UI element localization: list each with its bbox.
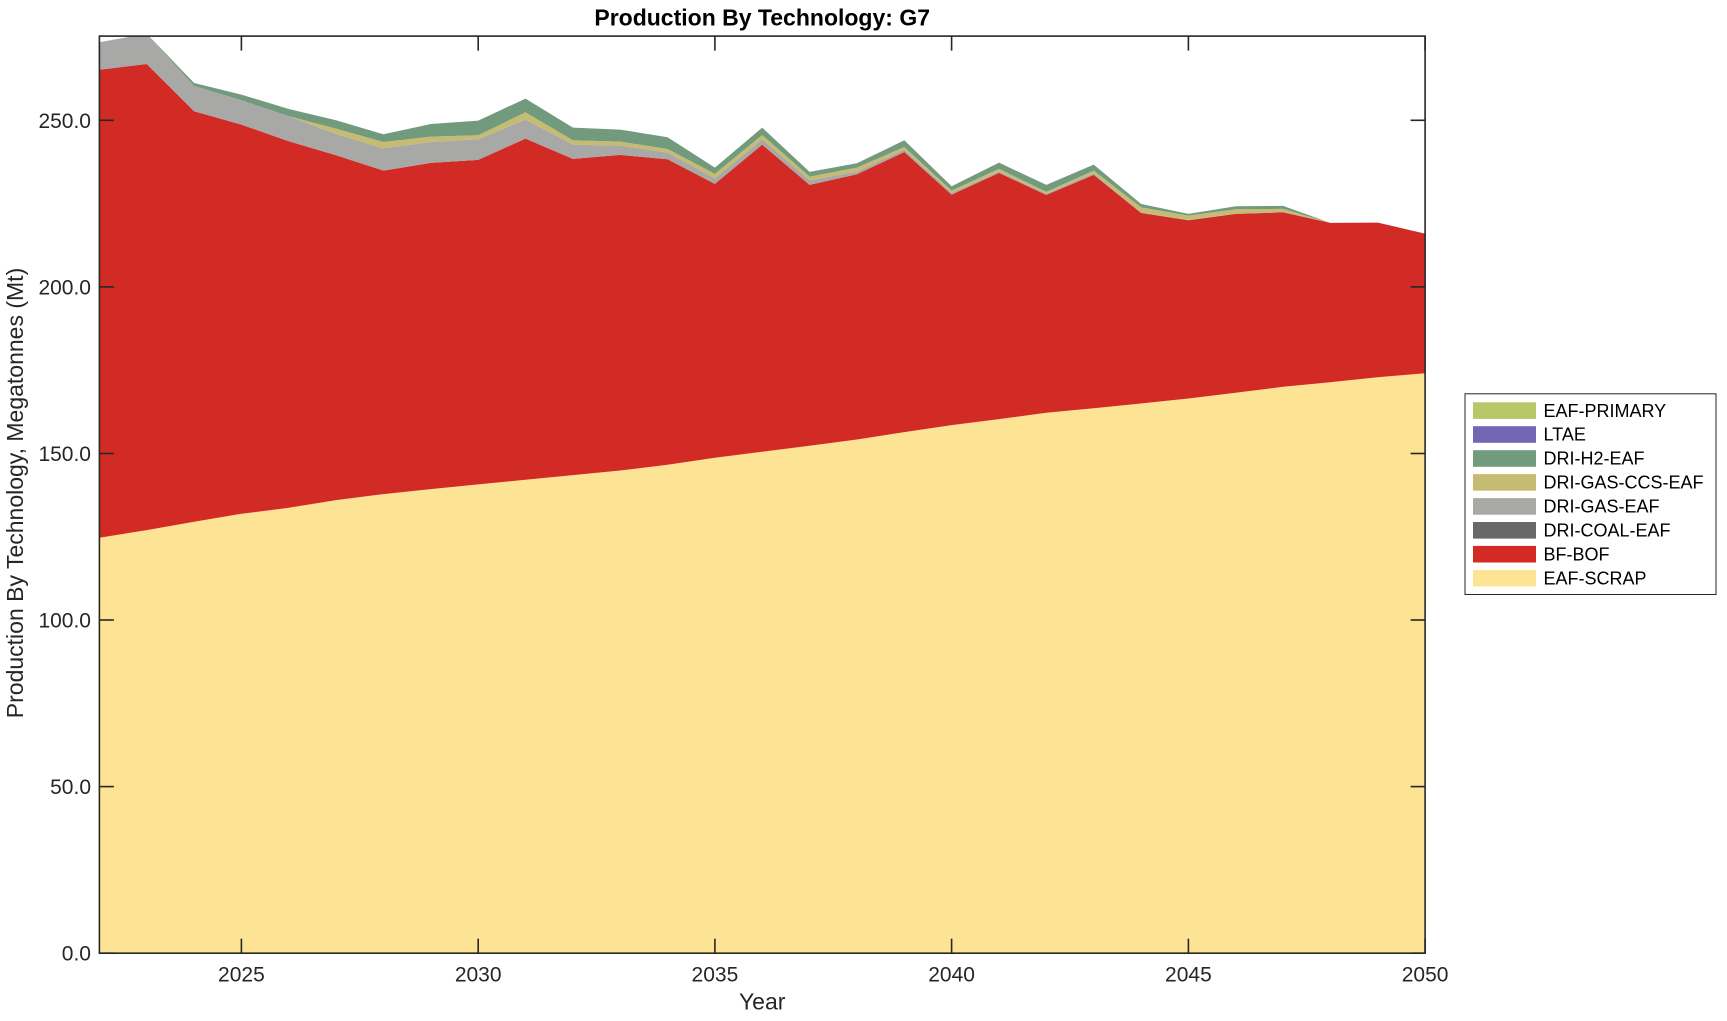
svg-text:DRI-H2-EAF: DRI-H2-EAF <box>1544 449 1645 469</box>
svg-text:50.0: 50.0 <box>50 776 91 799</box>
svg-text:2035: 2035 <box>692 964 739 987</box>
svg-text:Production By Technology: G7: Production By Technology: G7 <box>594 5 930 31</box>
svg-text:2030: 2030 <box>455 964 502 987</box>
svg-text:100.0: 100.0 <box>38 610 91 633</box>
svg-text:2025: 2025 <box>218 964 265 987</box>
svg-text:DRI-GAS-CCS-EAF: DRI-GAS-CCS-EAF <box>1544 473 1704 493</box>
svg-text:0.0: 0.0 <box>62 943 91 966</box>
svg-text:Year: Year <box>739 989 786 1015</box>
svg-text:EAF-PRIMARY: EAF-PRIMARY <box>1544 401 1667 421</box>
svg-text:LTAE: LTAE <box>1544 425 1586 445</box>
svg-text:2050: 2050 <box>1402 964 1449 987</box>
svg-text:200.0: 200.0 <box>38 276 91 299</box>
svg-text:DRI-COAL-EAF: DRI-COAL-EAF <box>1544 521 1671 541</box>
svg-text:Production By Technology, Mega: Production By Technology, Megatonnes (Mt… <box>2 268 28 718</box>
svg-text:DRI-GAS-EAF: DRI-GAS-EAF <box>1544 497 1660 517</box>
svg-text:2040: 2040 <box>928 964 975 987</box>
svg-text:2045: 2045 <box>1165 964 1212 987</box>
svg-text:EAF-SCRAP: EAF-SCRAP <box>1544 568 1647 588</box>
svg-text:150.0: 150.0 <box>38 443 91 466</box>
svg-text:BF-BOF: BF-BOF <box>1544 544 1610 564</box>
svg-text:250.0: 250.0 <box>38 110 91 133</box>
